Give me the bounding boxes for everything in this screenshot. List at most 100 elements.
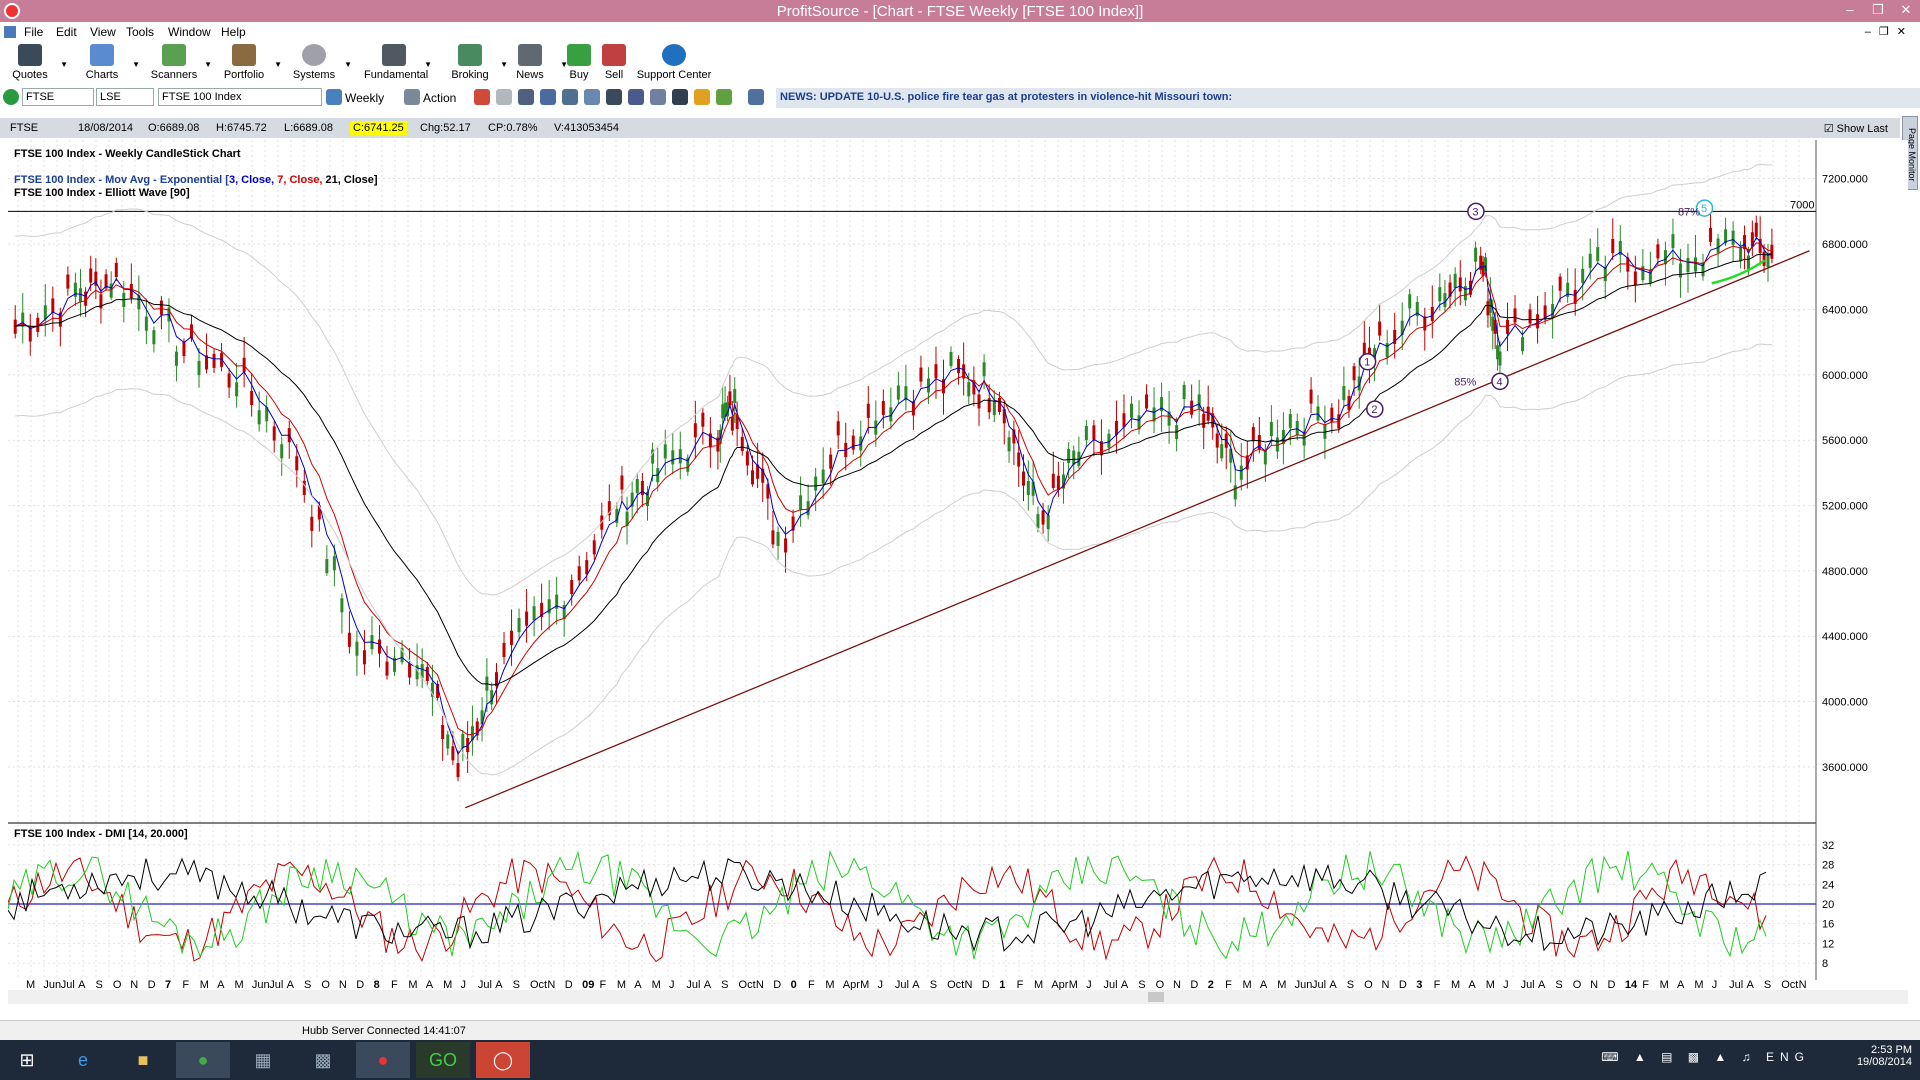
candle-body [377, 639, 381, 654]
menu-file[interactable]: File [24, 25, 44, 39]
security-name-field[interactable]: FTSE 100 Index [158, 88, 322, 106]
menu-edit[interactable]: Edit [56, 25, 77, 39]
zoom-icon[interactable] [562, 89, 578, 105]
chevron-down-icon[interactable]: ▼ [204, 60, 212, 69]
chevron-down-icon[interactable]: ▼ [500, 60, 508, 69]
chrome-icon[interactable]: ● [176, 1042, 230, 1078]
go-app-icon[interactable]: GO [416, 1042, 470, 1078]
draw-icon[interactable] [672, 89, 688, 105]
minimize-icon[interactable]: – [1846, 2, 1854, 17]
chart-area[interactable]: 7200.000 6800.000 6400.000 6000.000 5600.000… [8, 140, 1908, 1008]
portfolio-button[interactable]: Portfolio ▼ [214, 44, 282, 81]
status-text: Hubb Server Connected 14:41:07 [302, 1025, 466, 1037]
go-icon[interactable] [3, 89, 19, 105]
windows-taskbar: ⊞ e ■ ● ▦ ▩ ● GO ◯ ⌨ ▲ ▤ ▩ ▲ ♫ ENG 2:53 … [0, 1040, 1920, 1080]
news-button[interactable]: News ▼ [500, 44, 568, 81]
chevron-down-icon[interactable]: ▼ [274, 60, 282, 69]
candle-body [1479, 255, 1483, 270]
idea-icon[interactable] [650, 89, 666, 105]
exchange-select[interactable]: LSE [96, 88, 154, 106]
candle-body [1731, 230, 1735, 245]
mdi-window-controls[interactable]: –❐✕ [1864, 26, 1914, 38]
candle-body [1017, 452, 1021, 467]
menu-view[interactable]: View [90, 25, 116, 39]
menu-window[interactable]: Window [168, 25, 211, 39]
envelope-upper [15, 163, 1772, 596]
price-chart-svg[interactable]: 7200.000 6800.000 6400.000 6000.000 5600.000… [8, 140, 1908, 1008]
app-red-icon[interactable]: ● [356, 1042, 410, 1078]
buy-button[interactable]: Buy [548, 44, 610, 81]
systems-button[interactable]: Systems ▼ [284, 44, 352, 81]
symbol-input[interactable]: FTSE [22, 88, 94, 106]
news-ticker-icon[interactable] [748, 89, 764, 105]
language-indicator[interactable]: ENG [1765, 1050, 1810, 1064]
template-icon[interactable] [540, 89, 556, 105]
candle-body [104, 274, 108, 289]
apps-icon[interactable]: ▩ [314, 1050, 332, 1070]
chevron-down-icon[interactable]: ▼ [560, 60, 568, 69]
period-icon [326, 89, 342, 105]
show-last-checkbox[interactable]: ☑ Show Last [1823, 123, 1888, 135]
grid-icon[interactable] [584, 89, 600, 105]
menu-tools[interactable]: Tools [126, 25, 155, 39]
candle-body [592, 540, 596, 555]
indicator-icon[interactable] [628, 89, 644, 105]
tools-icon[interactable] [606, 89, 622, 105]
internet-explorer-icon[interactable]: e [77, 1050, 88, 1070]
file-explorer-icon[interactable]: ■ [137, 1050, 149, 1070]
restore-icon[interactable]: ❐ [1872, 2, 1884, 17]
candle-body [1716, 238, 1720, 253]
system-tray-icons[interactable]: ⌨ ▲ ▤ ▩ ▲ ♫ ENG [1601, 1050, 1810, 1064]
news-ticker[interactable]: NEWS: UPDATE 10-U.S. police fire tear ga… [776, 88, 1920, 108]
candle-body [470, 726, 474, 741]
mdi-icon[interactable] [4, 26, 16, 38]
clock[interactable]: 2:53 PM 19/08/2014 [1857, 1044, 1912, 1068]
calculator-icon[interactable]: ▦ [254, 1050, 272, 1070]
star-icon[interactable] [694, 89, 710, 105]
chevron-down-icon[interactable]: ▼ [132, 60, 140, 69]
scrollbar-thumb[interactable] [1148, 992, 1164, 1002]
candle-body [436, 683, 440, 698]
settings-icon[interactable] [518, 89, 534, 105]
xaxis-tick-label: 14 [1625, 979, 1638, 991]
xaxis-tick-label: Jul [1103, 979, 1117, 991]
candle-body [678, 449, 682, 464]
support-center-button[interactable]: Support Center [636, 44, 712, 81]
app-icon[interactable] [4, 3, 20, 19]
ma3-legend: 3, Close, [228, 174, 278, 186]
close-icon[interactable]: ✕ [1900, 2, 1912, 17]
candle-body [532, 606, 536, 621]
chevron-down-icon[interactable]: ▼ [424, 60, 432, 69]
horizontal-scrollbar[interactable] [8, 990, 1908, 1004]
action-menu[interactable]: Action [423, 91, 457, 105]
quotes-button[interactable]: Quotes ▼ [0, 44, 68, 81]
profitsource-taskbar-icon[interactable]: ◯ [476, 1042, 530, 1078]
ytick-label: 5200.000 [1822, 501, 1868, 513]
chevron-down-icon[interactable]: ▼ [344, 60, 352, 69]
candle-body [1229, 448, 1233, 463]
show-last-label: Show Last [1836, 123, 1888, 135]
fundamental-button[interactable]: Fundamental ▼ [364, 44, 432, 81]
period-select[interactable]: Weekly [345, 91, 385, 105]
chevron-down-icon[interactable]: ▼ [60, 60, 68, 69]
candle-body [89, 268, 93, 283]
xaxis-tick-label: 0 [791, 979, 797, 991]
xaxis-tick-label: 1 [999, 979, 1005, 991]
xaxis-tick-label: 2 [1208, 979, 1214, 991]
xaxis-tick-label: Jul [269, 979, 283, 991]
menu-help[interactable]: Help [221, 25, 246, 39]
xaxis-tick-label: A [1329, 979, 1337, 991]
charts-button[interactable]: Charts ▼ [72, 44, 140, 81]
alert-icon[interactable] [716, 89, 732, 105]
candle-body [646, 491, 650, 506]
candle-body [693, 423, 697, 438]
save-icon[interactable] [496, 89, 512, 105]
broking-button[interactable]: Broking ▼ [440, 44, 508, 81]
sell-button[interactable]: Sell [584, 44, 644, 81]
arrow-down-icon[interactable] [474, 89, 490, 105]
candle-body [189, 324, 193, 339]
scanners-button[interactable]: Scanners ▼ [144, 44, 212, 81]
xaxis-tick-label: A [426, 979, 434, 991]
candle-body [430, 682, 434, 697]
start-icon[interactable]: ⊞ [19, 1050, 35, 1070]
